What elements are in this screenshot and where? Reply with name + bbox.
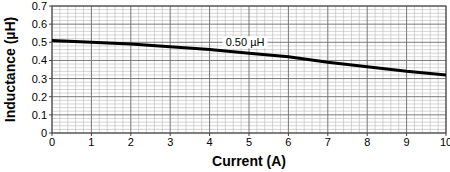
grid-line-x — [91, 6, 92, 133]
y-tick-label: 0.4 — [32, 54, 47, 66]
minor-grid-x — [343, 6, 344, 133]
minor-grid-x — [359, 6, 360, 133]
grid-line-x — [367, 6, 368, 133]
grid-line-y — [52, 60, 446, 61]
minor-grid-x — [154, 6, 155, 133]
grid-line-x — [130, 6, 131, 133]
x-tick-label: 3 — [167, 136, 173, 148]
plot-frame — [52, 6, 446, 133]
grid-line-x — [406, 6, 407, 133]
annotations: 0.50 µH — [223, 36, 268, 48]
y-tick — [49, 133, 52, 134]
minor-grid-x — [233, 6, 234, 133]
x-tick-label: 5 — [246, 136, 252, 148]
x-tick-label: 0 — [49, 136, 55, 148]
y-tick-label: 0.7 — [32, 0, 47, 12]
minor-grid-x — [438, 6, 439, 133]
y-tick-label: 0.5 — [32, 36, 47, 48]
minor-grid-x — [312, 6, 313, 133]
grid-line-x — [170, 6, 171, 133]
y-tick — [49, 78, 52, 79]
minor-grid-x — [178, 6, 179, 133]
minor-grid-x — [304, 6, 305, 133]
tick-labels: 0 1 2 3 4 5 6 7 8 9 10 0 0.1 0.2 0.3 0.4 0.5 0.6 0.7 — [32, 0, 450, 148]
y-tick — [49, 96, 52, 97]
grid-line-y — [52, 24, 446, 25]
minor-grid-x — [185, 6, 186, 133]
y-tick — [49, 24, 52, 25]
x-tick-label: 7 — [325, 136, 331, 148]
y-tick — [49, 114, 52, 115]
y-axis-title: Inductance (µH) — [2, 17, 18, 122]
minor-grid-x — [115, 6, 116, 133]
y-tick — [49, 42, 52, 43]
y-tick-label: 0.1 — [32, 109, 47, 121]
minor-grid-x — [107, 6, 108, 133]
minor-grid-x — [201, 6, 202, 133]
x-axis-title: Current (A) — [212, 153, 286, 169]
x-tick-label: 1 — [88, 136, 94, 148]
y-tick — [49, 6, 52, 7]
chart-container: 0 1 2 3 4 5 6 7 8 9 10 0 0.1 0.2 0.3 0.4 0.5 0.6 0.7 Curren… — [0, 0, 450, 172]
minor-grid-x — [256, 6, 257, 133]
grid-line-y — [52, 78, 446, 79]
minor-grid-x — [162, 6, 163, 133]
minor-grid-x — [319, 6, 320, 133]
minor-grid-x — [351, 6, 352, 133]
x-tick-label: 9 — [404, 136, 410, 148]
minor-grid-x — [422, 6, 423, 133]
minor-grid-x — [67, 6, 68, 133]
x-tick-label: 8 — [364, 136, 370, 148]
annotation-text: 0.50 µH — [226, 36, 265, 48]
y-tick — [49, 60, 52, 61]
minor-grid-x — [122, 6, 123, 133]
background — [0, 0, 450, 172]
y-tick-label: 0.6 — [32, 18, 47, 30]
minor-grid-x — [375, 6, 376, 133]
minor-grid-x — [414, 6, 415, 133]
minor-grid-x — [75, 6, 76, 133]
minor-grid-x — [146, 6, 147, 133]
grid-line-y — [52, 114, 446, 115]
x-tick-label: 4 — [207, 136, 213, 148]
x-tick-label: 2 — [128, 136, 134, 148]
minor-grid-x — [225, 6, 226, 133]
minor-grid-x — [193, 6, 194, 133]
minor-grid-x — [138, 6, 139, 133]
annotation-background — [223, 36, 268, 48]
minor-grid-x — [264, 6, 265, 133]
minor-grid-x — [217, 6, 218, 133]
minor-grid-x — [99, 6, 100, 133]
minor-grid-x — [59, 6, 60, 133]
y-tick-label: 0.3 — [32, 73, 47, 85]
x-tick-label: 10 — [440, 136, 450, 148]
x-tick-label: 6 — [285, 136, 291, 148]
minor-grid-x — [83, 6, 84, 133]
grid-line-x — [288, 6, 289, 133]
chart-svg: 0 1 2 3 4 5 6 7 8 9 10 0 0.1 0.2 0.3 0.4 0.5 0.6 0.7 Curren… — [0, 0, 450, 172]
minor-grid-x — [272, 6, 273, 133]
minor-grid-x — [241, 6, 242, 133]
minor-grid-x — [280, 6, 281, 133]
minor-grid-x — [335, 6, 336, 133]
grid-line-y — [52, 96, 446, 97]
grid-line-x — [327, 6, 328, 133]
y-tick-label: 0 — [41, 127, 47, 139]
minor-grid-x — [296, 6, 297, 133]
grid-line-x — [209, 6, 210, 133]
y-tick-label: 0.2 — [32, 91, 47, 103]
minor-grid-x — [430, 6, 431, 133]
grid — [52, 6, 446, 133]
grid-line-x — [249, 6, 250, 133]
